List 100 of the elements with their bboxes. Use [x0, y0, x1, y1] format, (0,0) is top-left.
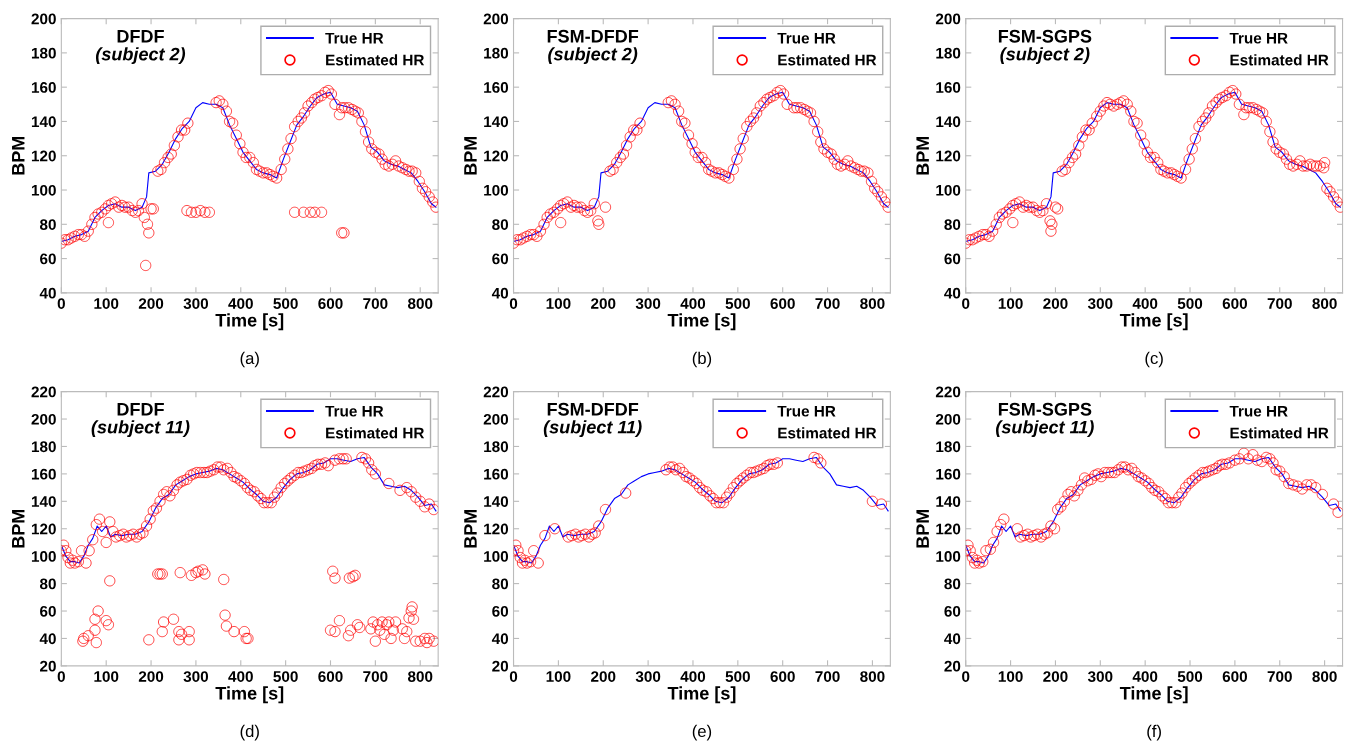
- x-tick-label: 200: [591, 671, 616, 682]
- y-tick-label: 20: [944, 660, 961, 672]
- text: (subject 11): [91, 420, 190, 438]
- x-tick-label: 400: [680, 298, 706, 309]
- x-tick-label: 300: [183, 671, 209, 682]
- y-tick-label: 180: [484, 441, 509, 453]
- x-tick-label: 300: [1087, 298, 1113, 309]
- chart-title: DFDF: [117, 403, 164, 416]
- legend-label: True HR: [325, 32, 384, 44]
- x-tick-label: 100: [546, 298, 571, 309]
- y-tick-label: 40: [491, 287, 509, 299]
- text: (f): [1147, 724, 1161, 741]
- y-tick-label: 200: [935, 413, 961, 425]
- y-tick-label: 180: [31, 441, 56, 453]
- y-tick-label: 40: [944, 287, 961, 299]
- y-tick-label: 60: [40, 605, 56, 617]
- y-tick-label: 160: [484, 82, 509, 93]
- y-tick-label: 60: [40, 253, 56, 265]
- x-tick-label: 0: [509, 298, 518, 309]
- x-tick-label: 400: [1132, 671, 1158, 682]
- x-tick-label: 400: [1132, 298, 1158, 309]
- y-axis-title: BPM: [464, 509, 477, 548]
- x-tick-label: 100: [546, 671, 571, 682]
- x-tick-label: 0: [509, 671, 518, 682]
- text: (subject 2): [548, 47, 638, 65]
- y-tick-label: 80: [492, 219, 509, 230]
- x-tick-label: 500: [725, 298, 750, 309]
- y-tick-label: 40: [491, 633, 509, 645]
- legend-label: True HR: [777, 32, 836, 44]
- y-tick-label: 180: [936, 47, 961, 59]
- y-tick-label: 80: [944, 578, 961, 590]
- legend-label: Estimated HR: [778, 54, 877, 66]
- x-tick-label: 300: [1087, 671, 1113, 682]
- x-tick-label: 700: [363, 671, 388, 682]
- y-tick-label: 60: [944, 253, 961, 265]
- y-tick-label: 100: [936, 551, 961, 562]
- text: (a): [240, 351, 259, 368]
- x-tick-label: 200: [1043, 671, 1068, 682]
- legend-label: True HR: [777, 405, 836, 417]
- legend-label: Estimated HR: [1230, 427, 1329, 439]
- y-tick-label: 80: [39, 578, 56, 590]
- y-tick-label: 120: [31, 523, 56, 535]
- y-tick-label: 100: [31, 184, 56, 196]
- y-tick-label: 140: [936, 496, 961, 507]
- x-tick-label: 100: [94, 671, 119, 682]
- x-tick-label: 300: [183, 298, 209, 309]
- y-tick-label: 140: [31, 116, 56, 128]
- legend-label: Estimated HR: [326, 427, 425, 439]
- y-tick-label: 80: [944, 219, 961, 230]
- x-tick-label: 200: [591, 298, 616, 309]
- x-tick-label: 800: [407, 298, 433, 309]
- x-tick-label: 700: [363, 298, 388, 309]
- x-tick-label: 500: [273, 671, 298, 682]
- x-tick-label: 600: [1222, 671, 1248, 682]
- chart-title: FSM-DFDF: [547, 402, 639, 416]
- text: (subject 11): [543, 420, 642, 438]
- x-axis-title: Time [s]: [1119, 313, 1188, 331]
- y-tick-label: 160: [936, 82, 961, 93]
- y-tick-label: 140: [484, 496, 509, 507]
- y-tick-label: 200: [31, 13, 56, 25]
- y-tick-label: 220: [483, 386, 509, 398]
- x-axis-title: Time [s]: [215, 686, 284, 704]
- y-tick-label: 40: [39, 287, 56, 299]
- y-tick-label: 100: [484, 551, 509, 562]
- x-tick-label: 600: [318, 671, 343, 682]
- x-tick-label: 400: [228, 671, 253, 682]
- x-tick-label: 800: [1312, 671, 1337, 682]
- y-tick-label: 100: [31, 551, 56, 562]
- legend-label: True HR: [1229, 405, 1288, 417]
- y-tick-label: 200: [935, 13, 961, 25]
- x-tick-label: 600: [318, 298, 343, 309]
- x-tick-label: 700: [815, 671, 840, 682]
- y-tick-label: 40: [39, 633, 56, 645]
- x-tick-label: 100: [998, 298, 1023, 309]
- x-tick-label: 0: [962, 671, 970, 682]
- x-axis-title: Time [s]: [667, 686, 736, 704]
- legend-label: Estimated HR: [778, 427, 877, 439]
- y-tick-label: 60: [944, 605, 961, 617]
- x-tick-label: 0: [962, 298, 970, 309]
- y-tick-label: 180: [31, 47, 56, 59]
- y-tick-label: 120: [484, 523, 509, 535]
- y-tick-label: 120: [936, 523, 961, 535]
- y-tick-label: 180: [936, 441, 961, 453]
- text: (b): [692, 351, 712, 368]
- y-tick-label: 160: [31, 82, 56, 93]
- x-tick-label: 800: [860, 671, 885, 682]
- x-tick-label: 300: [635, 671, 661, 682]
- y-tick-label: 200: [483, 413, 509, 425]
- legend-label: True HR: [325, 405, 384, 417]
- text: (c): [1145, 351, 1163, 368]
- y-axis-title: BPM: [916, 136, 929, 175]
- x-tick-label: 500: [1177, 298, 1203, 309]
- x-axis-title: Time [s]: [215, 313, 284, 331]
- x-tick-label: 500: [273, 298, 298, 309]
- text: (subject 11): [996, 420, 1094, 438]
- x-tick-label: 500: [1177, 671, 1203, 682]
- text: (subject 2): [1000, 47, 1090, 65]
- y-tick-label: 20: [492, 660, 509, 672]
- y-tick-label: 220: [31, 386, 56, 398]
- x-tick-label: 300: [635, 298, 661, 309]
